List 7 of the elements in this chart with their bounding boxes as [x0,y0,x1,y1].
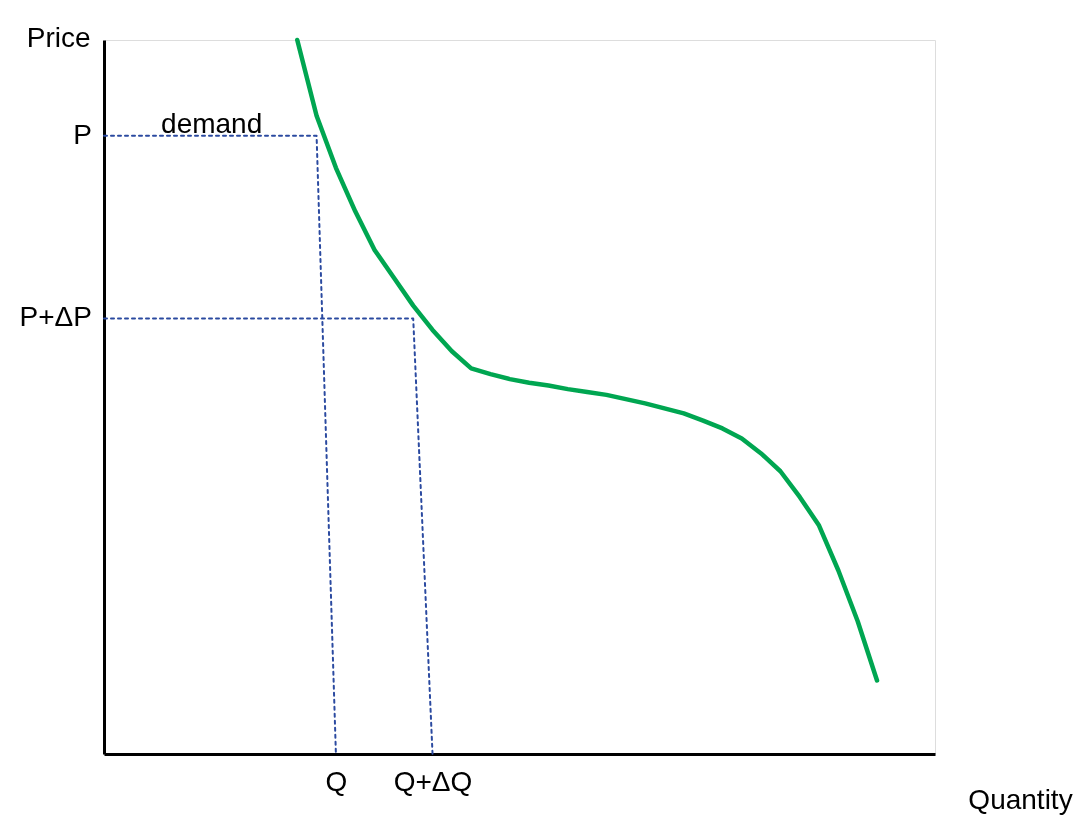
series-label: demand [161,108,263,139]
text: P+ΔP [19,301,92,333]
x-axis-title: Quantity [968,783,1073,815]
x-tick-label: Q [325,765,348,797]
text: P [73,118,92,150]
x-tick-label: Q+ΔQ [393,765,473,797]
y-axis-title: Price [26,21,91,53]
